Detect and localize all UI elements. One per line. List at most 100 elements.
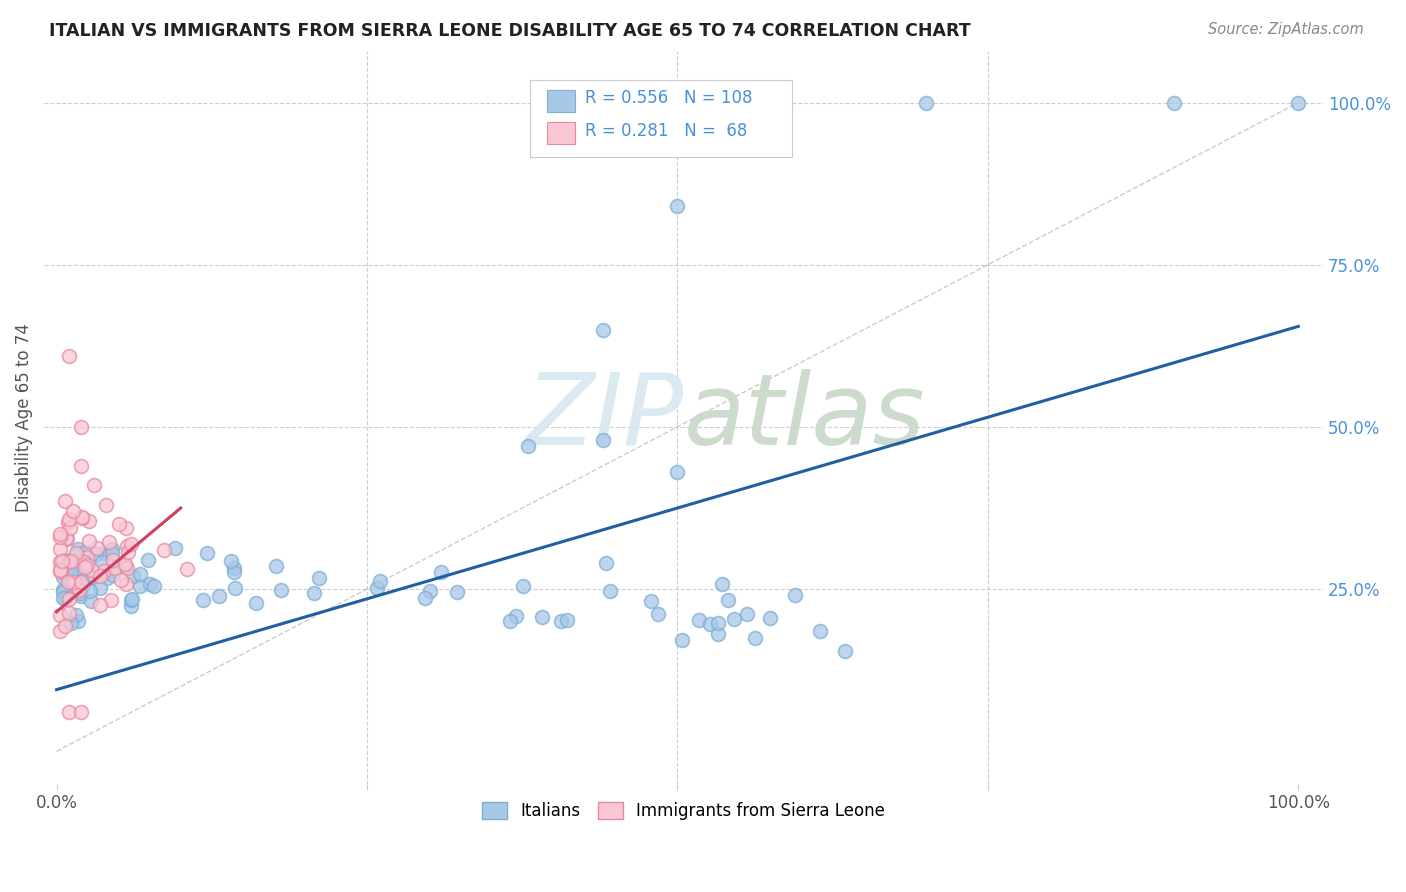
Point [76,549,98,564]
Point [666,199,689,213]
Point [49,608,72,623]
Point [759,611,782,625]
Point [73,560,96,574]
Point [101,568,124,582]
Point [138,576,160,591]
Point [688,613,710,627]
Point [100,593,122,607]
Point [302,586,325,600]
Text: ZIP: ZIP [526,368,683,466]
Point [245,596,267,610]
Point [114,557,136,571]
Point [195,546,218,560]
Point [368,574,391,588]
Point [58,512,80,526]
Point [446,585,468,599]
Text: R = 0.281   N =  68: R = 0.281 N = 68 [585,121,748,139]
Point [58,556,80,570]
Point [86,541,108,555]
Point [56,559,79,574]
Point [77,515,100,529]
Point [707,615,730,630]
Point [595,556,617,570]
Point [219,553,242,567]
Point [51,564,73,578]
Point [56,516,79,530]
Point [163,541,186,556]
Point [128,579,150,593]
Point [530,609,553,624]
Point [49,565,72,579]
Point [60,578,83,592]
Point [58,591,80,606]
Point [222,566,245,580]
Point [100,541,122,556]
Point [55,531,77,545]
Point [270,583,292,598]
Point [91,556,114,570]
Point [699,617,721,632]
Point [70,706,93,720]
Point [707,627,730,641]
Point [49,563,72,577]
Point [69,574,91,589]
Y-axis label: Disability Age 65 to 74: Disability Age 65 to 74 [15,323,32,512]
Point [101,552,124,566]
Point [69,586,91,600]
Point [56,574,79,589]
FancyBboxPatch shape [547,89,575,112]
Point [59,554,82,568]
Point [647,607,669,621]
Point [143,579,166,593]
Point [264,559,287,574]
Point [66,548,89,562]
Point [89,568,111,582]
Point [65,582,87,596]
Text: R = 0.556   N = 108: R = 0.556 N = 108 [585,89,752,107]
Point [58,563,80,577]
Point [62,574,84,589]
Point [52,561,75,575]
Point [419,584,441,599]
Point [72,555,94,569]
Point [914,95,936,110]
Point [120,599,142,614]
Point [96,571,118,585]
Point [120,537,142,551]
Point [136,553,159,567]
Point [93,546,115,560]
Point [70,573,93,587]
Point [115,577,138,591]
Point [592,323,614,337]
Point [58,606,80,620]
Point [98,535,121,549]
Point [96,498,118,512]
Point [63,574,86,588]
Point [640,594,662,608]
Point [101,545,124,559]
Point [224,561,246,575]
Point [120,593,142,607]
Point [77,533,100,548]
Point [808,624,831,639]
Point [80,594,103,608]
Point [517,439,540,453]
Point [49,555,72,569]
Point [69,590,91,604]
Text: ITALIAN VS IMMIGRANTS FROM SIERRA LEONE DISABILITY AGE 65 TO 74 CORRELATION CHAR: ITALIAN VS IMMIGRANTS FROM SIERRA LEONE … [49,22,970,40]
Point [110,573,132,587]
Point [53,591,76,605]
Point [115,539,138,553]
Point [79,584,101,599]
Point [49,530,72,544]
Point [53,619,76,633]
Point [49,624,72,638]
Point [67,614,90,628]
Point [70,420,93,434]
Point [67,542,90,557]
Point [114,521,136,535]
Point [53,494,76,508]
Point [76,558,98,572]
Point [73,545,96,559]
Point [65,546,87,560]
